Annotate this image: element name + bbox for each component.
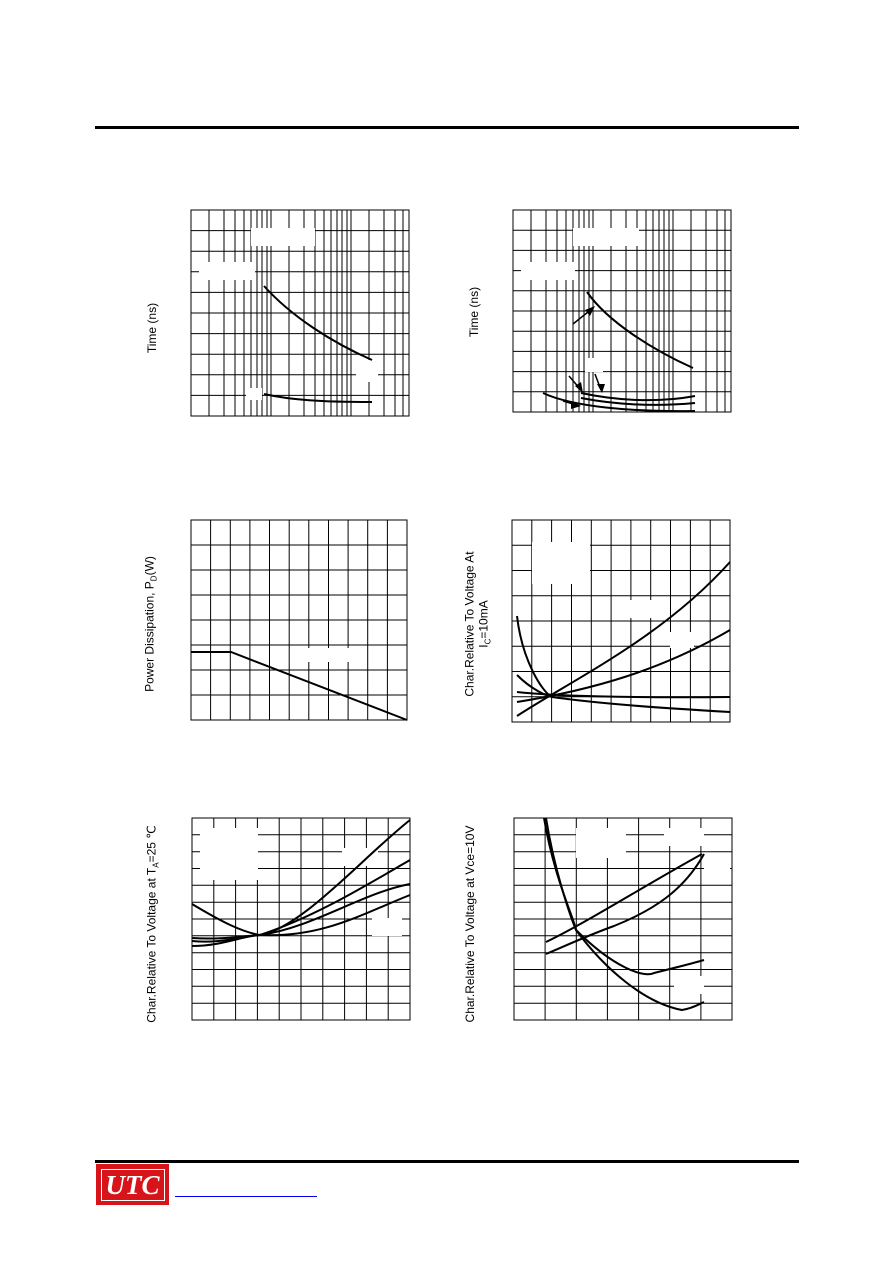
chart5-curve-2	[191, 859, 411, 943]
chart4-ylabel: Char.Relative To Voltage At IC=10mA	[462, 551, 493, 697]
chart1-white-patch-a	[251, 228, 315, 246]
chart1-grid	[191, 210, 409, 416]
header-rule	[95, 126, 799, 129]
relative-voltage-ic-chart	[511, 519, 731, 723]
chart4-white-patch-a	[532, 542, 590, 584]
chart1-white-patch-b	[199, 262, 255, 280]
footer-rule	[95, 1160, 799, 1163]
chart5-white-patch-c	[372, 918, 402, 936]
chart6-curve-2	[545, 853, 703, 943]
chart6-curve-1	[545, 853, 705, 955]
chart3-white-patch	[299, 648, 351, 662]
chart4-white-patch-c	[670, 632, 694, 648]
chart6-white-patch-d	[674, 976, 704, 994]
chart2-curve-tf	[542, 392, 696, 413]
chart2-white-patch-c	[585, 358, 603, 372]
chart4-curve-down	[516, 615, 731, 713]
chart1-ylabel: Time (ns)	[145, 302, 159, 354]
chart1-curve-lower	[263, 393, 373, 403]
chart5-frame	[191, 817, 411, 1021]
chart3-derating-line	[191, 651, 408, 721]
chart2-white-patch-a	[573, 228, 639, 246]
chart4-curve-mild-up	[516, 629, 731, 703]
chart6-white-patch-c	[704, 856, 730, 874]
switching-time-chart-left	[190, 209, 410, 417]
chart1-curve-upper	[263, 285, 373, 361]
chart1-white-patch-d	[246, 388, 262, 400]
chart5-curve-3	[191, 883, 411, 940]
utc-logo-text: UTC	[100, 1168, 165, 1201]
chart5-ylabel: Char.Relative To Voltage at TA=25 ℃	[144, 825, 161, 1023]
chart5-curve-4	[191, 894, 411, 937]
chart6-white-patch-b	[664, 828, 704, 846]
footer-link-underline[interactable]	[175, 1196, 317, 1197]
chart2-curve-tr	[586, 291, 694, 369]
chart3-grid	[191, 520, 407, 720]
chart2-white-patch-b	[521, 262, 575, 280]
chart1-frame	[190, 209, 410, 417]
chart2-arrows	[562, 306, 605, 409]
switching-time-chart-right	[512, 209, 732, 413]
utc-logo: UTC	[96, 1164, 169, 1205]
chart4-white-patch-b	[622, 600, 658, 618]
chart6-white-patch-a	[576, 828, 626, 858]
chart3-frame	[190, 519, 408, 721]
chart6-frame	[513, 817, 733, 1021]
chart2-ylabel: Time (ns)	[467, 286, 481, 338]
chart5-white-patch-a	[200, 828, 258, 880]
relative-voltage-ta-chart	[191, 817, 411, 1021]
chart4-frame	[511, 519, 731, 723]
chart2-curve-td	[580, 397, 696, 406]
chart1-white-patch-c	[356, 360, 378, 382]
chart4-curve-flat	[516, 691, 731, 699]
chart6-curve-4	[545, 817, 705, 1012]
relative-voltage-vce-chart	[513, 817, 733, 1021]
chart2-frame	[512, 209, 732, 413]
chart3-ylabel: Power Dissipation, PD(W)	[142, 556, 159, 692]
chart4-curve-steep-up	[516, 561, 731, 717]
chart2-curve-ts	[580, 392, 696, 402]
chart5-white-patch-b	[342, 848, 378, 866]
power-dissipation-chart	[190, 519, 408, 721]
chart6-ylabel: Char.Relative To Voltage at Vce=10V	[463, 825, 477, 1023]
chart4-curve-short	[516, 674, 553, 698]
